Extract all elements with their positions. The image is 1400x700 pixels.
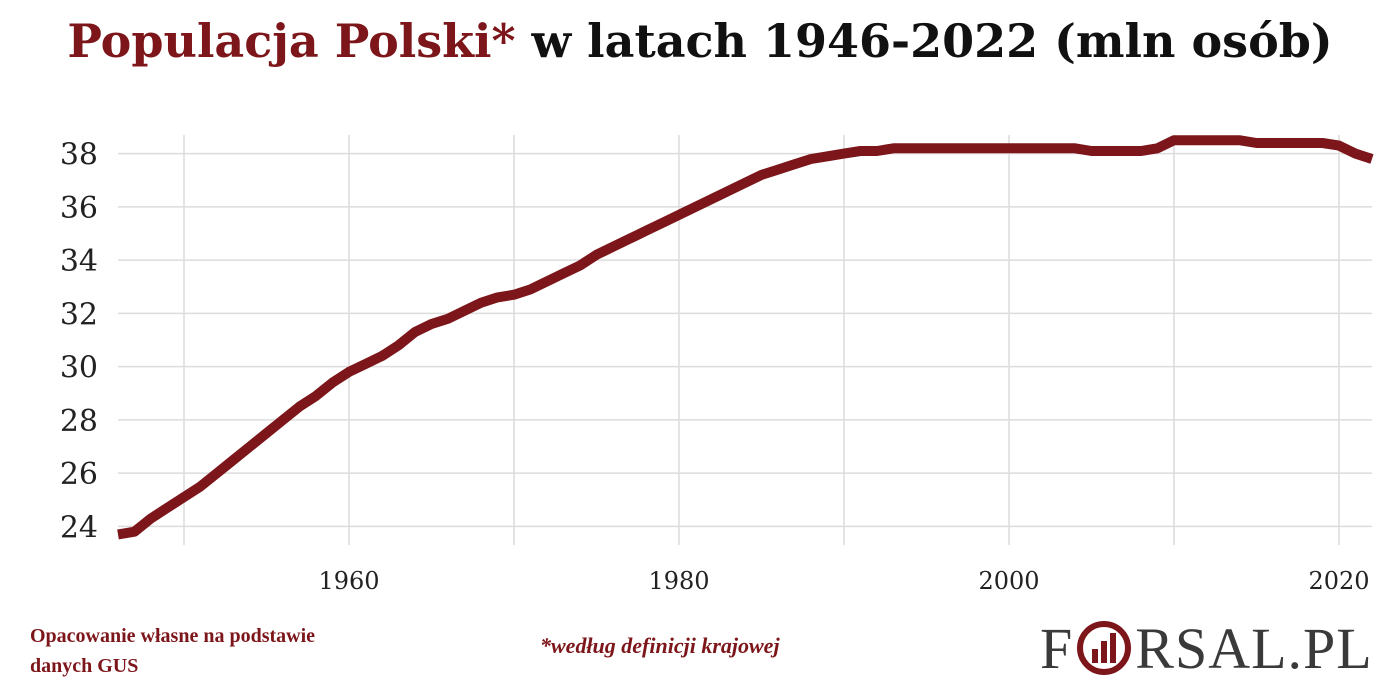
population-series-line [117,135,1374,540]
x-tick-label: 2000 [978,567,1039,595]
chart-title: Populacja Polski* w latach 1946-2022 (ml… [0,14,1400,68]
y-tick-label: 26 [60,457,98,492]
source-note: Opacowanie własne na podstawie danych GU… [30,625,316,677]
y-tick-label: 24 [60,510,98,545]
y-tick-label: 36 [60,191,98,226]
logo-text-right: RSAL.PL [1135,615,1373,681]
footnote: *według definicji krajowej [540,633,780,658]
y-tick-label: 28 [60,404,98,439]
x-tick-label: 1960 [318,567,379,595]
y-axis-ticks: 24 26 28 30 32 34 36 38 [60,138,98,546]
x-axis-ticks: 1960 1980 2000 2020 [318,567,1369,595]
x-tick-label: 1980 [648,567,709,595]
chart-title-accent: Populacja Polski* [67,14,516,68]
y-tick-label: 32 [60,297,98,332]
chart-series [117,135,1374,540]
forsal-logo[interactable]: F RSAL.PL [1040,615,1373,681]
chart-title-rest: w latach 1946-2022 (mln osób) [515,14,1333,68]
x-tick-label: 2020 [1308,567,1369,595]
y-tick-label: 30 [60,351,98,386]
population-line-chart: 24 26 28 30 32 34 36 38 1960 1980 2000 2020 [60,135,1374,595]
y-tick-label: 38 [60,138,98,173]
chart-grid [118,135,1372,545]
logo-bar-chart-icon [1077,621,1132,675]
y-tick-label: 34 [60,244,98,279]
logo-text-left: F [1040,615,1074,681]
